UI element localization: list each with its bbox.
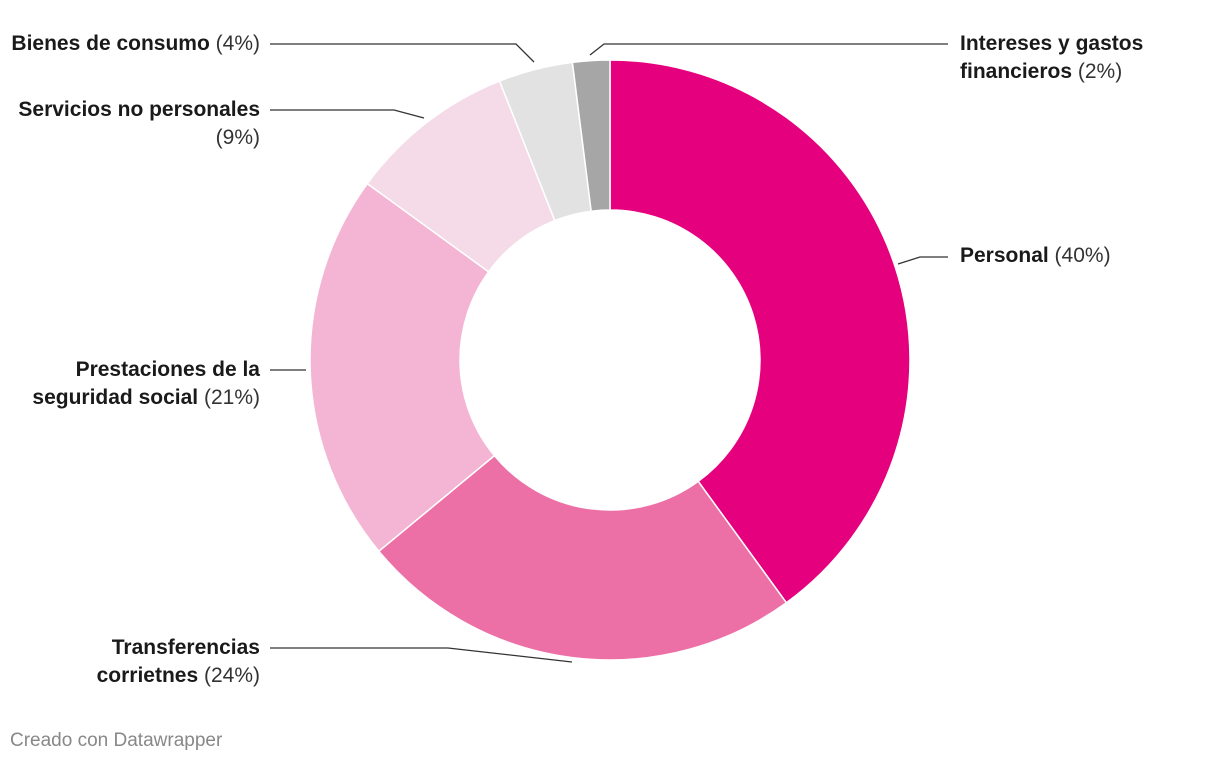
leader-line-2	[270, 647, 573, 663]
slice-label-2: Transferencias corrietnes (24%)	[10, 634, 260, 690]
slice-label-name: Personal	[960, 244, 1049, 267]
slice-6	[571, 59, 611, 213]
leader-line-5	[270, 43, 535, 63]
slice-label-name: Servicios no personales	[18, 98, 260, 121]
leader-line-4	[270, 109, 425, 119]
slice-label-1: Personal (40%)	[960, 242, 1210, 270]
slice-3	[309, 182, 496, 553]
credit-text: Creado con Datawrapper	[10, 730, 223, 751]
slice-label-name: Prestaciones de la seguridad social	[32, 358, 260, 409]
slice-label-4: Servicios no personales (9%)	[10, 96, 260, 152]
slice-label-6: Intereses y gastos financieros (2%)	[960, 30, 1210, 86]
slice-label-percent: (21%)	[198, 386, 260, 409]
leader-line-1	[897, 256, 948, 265]
slice-label-5: Bienes de consumo (4%)	[10, 30, 260, 58]
slice-label-name: Bienes de consumo	[11, 32, 210, 55]
slice-2	[377, 454, 788, 661]
slice-label-percent: (4%)	[209, 32, 260, 55]
slice-label-name: Transferencias corrietnes	[96, 636, 260, 687]
slice-label-name: Intereses y gastos financieros	[960, 32, 1144, 83]
leader-line-6	[589, 43, 948, 56]
slice-1	[609, 59, 911, 604]
slice-label-percent: (9%)	[215, 126, 260, 149]
slice-label-3: Prestaciones de la seguridad social (21%…	[10, 356, 260, 412]
slice-label-percent: (40%)	[1048, 244, 1111, 267]
slice-label-percent: (2%)	[1072, 60, 1123, 83]
slice-label-percent: (24%)	[198, 664, 260, 687]
